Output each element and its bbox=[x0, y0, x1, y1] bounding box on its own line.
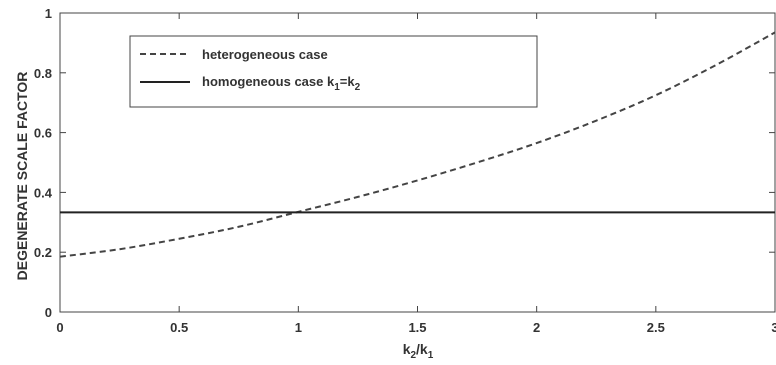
y-tick-label: 0.6 bbox=[34, 126, 52, 141]
series-line-heterogeneous bbox=[59, 31, 776, 258]
y-axis-label: DEGENERATE SCALE FACTOR bbox=[14, 72, 30, 281]
x-tick-label: 3 bbox=[771, 320, 776, 335]
x-axis-label-base: k bbox=[403, 341, 411, 357]
x-tick-label: 0 bbox=[56, 320, 63, 335]
x-tick-label: 1.5 bbox=[408, 320, 426, 335]
legend-label-homogeneous-text: homogeneous case k bbox=[202, 74, 335, 89]
legend-label-homogeneous-mid: =k bbox=[340, 74, 356, 89]
ticks-layer: 0 0.5 1 1.5 2 2.5 3 0 0.2 0.4 0.6 0.8 1 bbox=[34, 6, 776, 335]
y-tick-label: 0.4 bbox=[34, 185, 53, 200]
legend-label-homogeneous-sub2: 2 bbox=[355, 82, 361, 93]
x-axis-label-slash: /k bbox=[416, 341, 428, 357]
legend-label-homogeneous-sub1: 1 bbox=[334, 82, 340, 93]
x-tick-label: 0.5 bbox=[170, 320, 188, 335]
series-layer bbox=[59, 31, 776, 258]
legend-label-homogeneous: homogeneous case k1=k2 bbox=[202, 74, 361, 93]
x-axis-label-sub2: 1 bbox=[428, 350, 434, 361]
legend-box bbox=[129, 35, 538, 108]
y-tick-label: 0 bbox=[45, 305, 52, 320]
y-tick-label: 1 bbox=[45, 6, 52, 21]
x-axis-label: k2/k1 bbox=[403, 341, 434, 361]
y-tick-label: 0.2 bbox=[34, 245, 52, 260]
x-tick-label: 2.5 bbox=[647, 320, 665, 335]
y-tick-label: 0.8 bbox=[34, 66, 52, 81]
legend-label-heterogeneous: heterogeneous case bbox=[202, 47, 328, 62]
x-tick-label: 1 bbox=[295, 320, 302, 335]
x-tick-label: 2 bbox=[533, 320, 540, 335]
x-axis-label-sub1: 2 bbox=[410, 350, 416, 361]
legend: heterogeneous case homogeneous case k1=k… bbox=[129, 35, 538, 108]
